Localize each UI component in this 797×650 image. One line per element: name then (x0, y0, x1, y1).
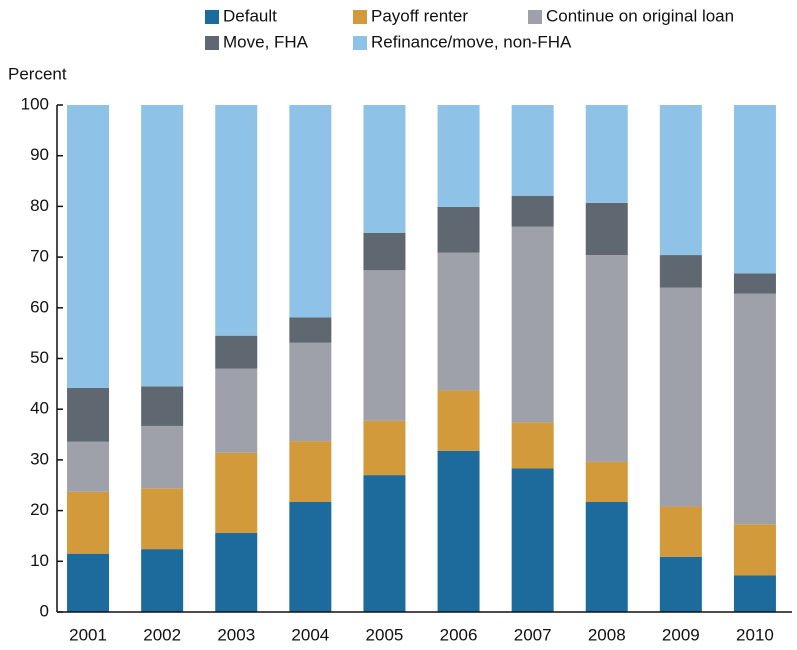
bar-segment (289, 317, 332, 343)
bar-segment (437, 450, 480, 612)
bar-segment (659, 287, 702, 507)
bar-segment (141, 105, 184, 387)
bar-segment (141, 425, 184, 489)
bar-segment (67, 491, 110, 554)
y-tick-label: 50 (30, 348, 49, 367)
bar-segment (67, 553, 110, 612)
bar-segment (437, 206, 480, 253)
bar-segment (289, 441, 332, 502)
bar-segment (141, 488, 184, 550)
bar-segment (67, 441, 110, 492)
legend-swatch (353, 10, 367, 24)
bar-segment (585, 105, 628, 203)
bar-segment (733, 293, 776, 525)
y-tick-label: 10 (30, 551, 49, 570)
bar-segment (511, 105, 554, 196)
y-tick-label: 40 (30, 399, 49, 418)
bar-segment (733, 273, 776, 294)
x-tick-label: 2004 (291, 625, 329, 644)
y-tick-label: 0 (40, 601, 49, 620)
legend-swatch (353, 36, 367, 50)
bar-segment (511, 468, 554, 612)
y-tick-label: 70 (30, 247, 49, 266)
bar-segment (437, 390, 480, 451)
bar-segment (659, 506, 702, 557)
x-tick-label: 2010 (736, 625, 774, 644)
legend-swatch (205, 10, 219, 24)
bar-segment (511, 195, 554, 227)
bar-segment (659, 105, 702, 256)
bar-segment (363, 105, 406, 233)
bar-segment (363, 420, 406, 476)
x-tick-label: 2001 (69, 625, 107, 644)
bar-segment (585, 501, 628, 612)
legend-label: Refinance/move, non-FHA (371, 32, 572, 51)
x-tick-label: 2008 (588, 625, 626, 644)
x-tick-label: 2006 (440, 625, 478, 644)
x-tick-label: 2002 (143, 625, 181, 644)
bar-segment (215, 532, 258, 612)
bar-segment (511, 226, 554, 423)
bar-segment (289, 501, 332, 612)
legend-label: Default (223, 6, 277, 25)
bar-segment (289, 342, 332, 442)
bar-segment (215, 105, 258, 336)
legend-label: Continue on original loan (546, 6, 734, 25)
bar-segment (659, 556, 702, 612)
y-tick-label: 60 (30, 297, 49, 316)
y-tick-label: 20 (30, 500, 49, 519)
x-tick-label: 2007 (514, 625, 552, 644)
y-tick-label: 90 (30, 145, 49, 164)
bar-segment (733, 524, 776, 576)
bar-segment (215, 335, 258, 369)
bar-segment (141, 386, 184, 426)
bar-segment (215, 452, 258, 533)
bar-segment (733, 105, 776, 274)
y-tick-label: 100 (21, 94, 49, 113)
bar-segment (659, 255, 702, 288)
y-tick-label: 30 (30, 449, 49, 468)
bar-segment (363, 475, 406, 612)
bar-segment (215, 368, 258, 453)
bar-segment (67, 387, 110, 442)
bar-segment (141, 549, 184, 612)
legend-label: Move, FHA (223, 32, 309, 51)
y-tick-label: 80 (30, 196, 49, 215)
bar-segment (733, 575, 776, 612)
bar-segment (289, 105, 332, 318)
bar-segment (585, 255, 628, 462)
bar-segment (437, 105, 480, 207)
bar-segment (363, 270, 406, 421)
x-tick-label: 2005 (366, 625, 404, 644)
legend-label: Payoff renter (371, 6, 468, 25)
legend-swatch (528, 10, 542, 24)
bar-segment (585, 461, 628, 502)
bar-segment (437, 252, 480, 391)
y-axis-label: Percent (8, 64, 67, 83)
bar-segment (585, 202, 628, 256)
legend-swatch (205, 36, 219, 50)
bar-segment (67, 105, 110, 388)
x-tick-label: 2003 (217, 625, 255, 644)
bar-segment (511, 422, 554, 469)
x-tick-label: 2009 (662, 625, 700, 644)
bar-segment (363, 232, 406, 271)
